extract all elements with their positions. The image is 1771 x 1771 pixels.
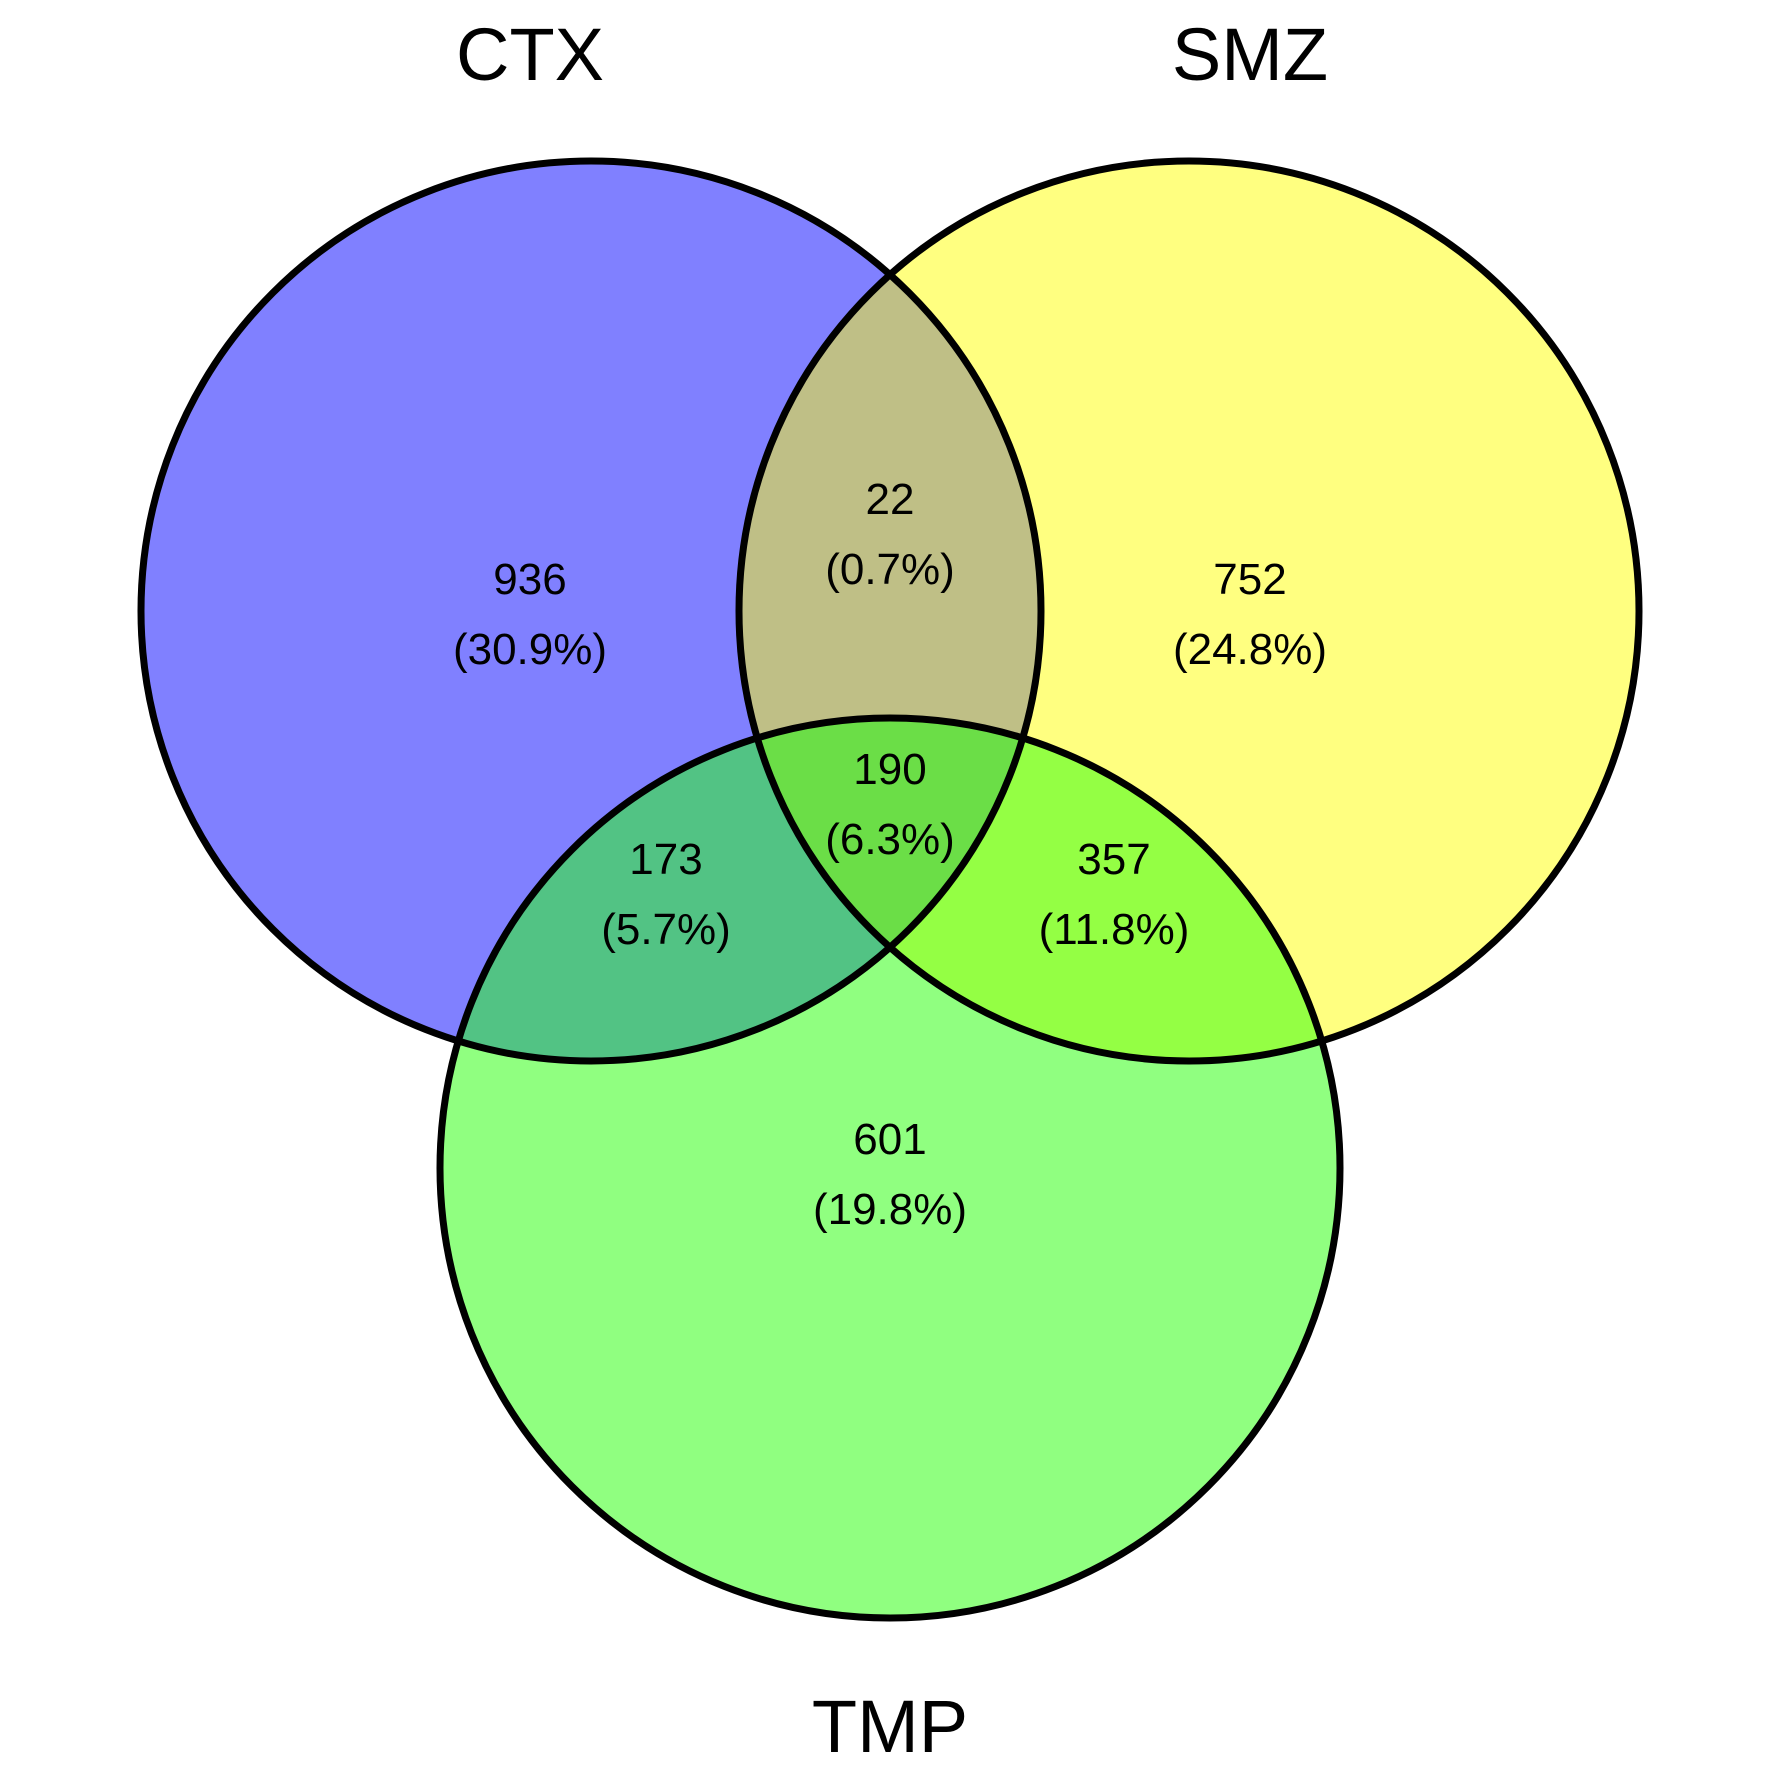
smz-tmp-pct: (11.8%) [1039, 905, 1190, 954]
set-label-smz: SMZ [1172, 13, 1328, 96]
smz-only-pct: (24.8%) [1173, 625, 1327, 674]
ctx-outline [137, 157, 1045, 1065]
smz-tmp-overlap [739, 718, 1340, 1061]
set-label-ctx: CTX [456, 13, 604, 96]
ctx-only-count: 936 [493, 555, 566, 604]
tmp-only-count: 601 [853, 1115, 926, 1164]
smz-outline [735, 157, 1643, 1065]
smz-only-count: 752 [1213, 555, 1286, 604]
ctx-only-pct: (30.9%) [453, 625, 607, 674]
ctx-tmp-count: 173 [629, 835, 702, 884]
set-label-tmp: TMP [812, 1685, 968, 1768]
ctx-tmp-pct: (5.7%) [601, 905, 731, 954]
tmp-outline [436, 714, 1344, 1622]
smz-tmp-count: 357 [1077, 835, 1150, 884]
ctx-smz-count: 22 [866, 475, 915, 524]
all-pct: (6.3%) [825, 815, 955, 864]
all-count: 190 [853, 745, 926, 794]
ctx-smz-pct: (0.7%) [825, 545, 955, 594]
ctx-tmp-overlap [440, 718, 1041, 1061]
tmp-only-pct: (19.8%) [813, 1185, 967, 1234]
